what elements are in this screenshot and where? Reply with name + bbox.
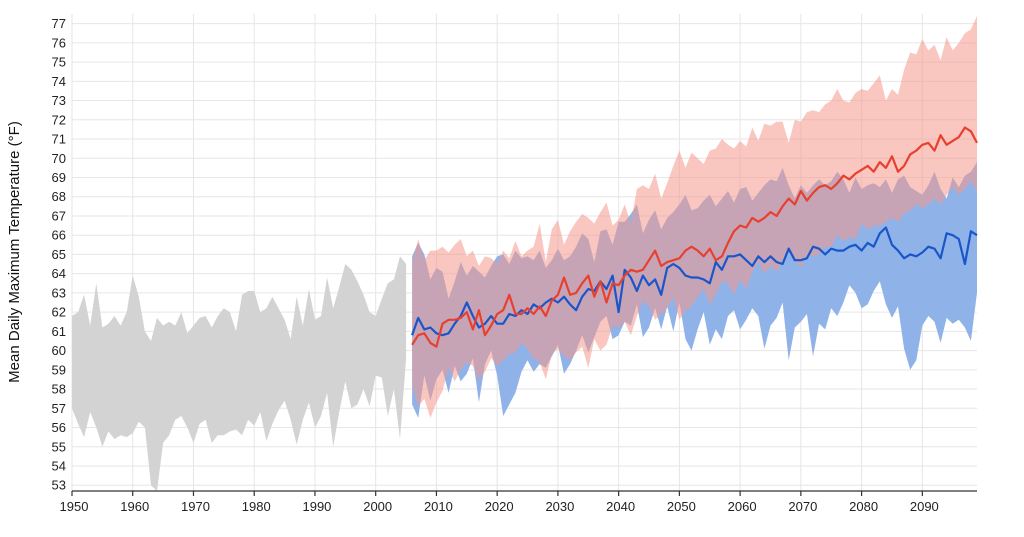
y-tick-label: 70 — [52, 151, 66, 166]
higher-emissions-mean-line — [411, 126, 978, 348]
higher-emissions-band — [412, 15, 978, 418]
x-tick-label: 2020 — [485, 499, 514, 514]
y-tick-label: 62 — [52, 305, 66, 320]
y-tick-label: 76 — [52, 35, 66, 50]
lower-emissions-mean-line — [411, 226, 978, 337]
x-tick-label: 2070 — [788, 499, 817, 514]
x-tick-label: 2080 — [849, 499, 878, 514]
x-tick-label: 2030 — [545, 499, 574, 514]
observed-range-band — [72, 256, 407, 491]
y-axis-label: Mean Daily Maximum Temperature (°F) — [6, 121, 23, 383]
y-tick-label: 63 — [52, 285, 66, 300]
y-tick-label: 67 — [52, 208, 66, 223]
y-tick-label: 54 — [52, 458, 66, 473]
x-tick-label: 1960 — [120, 499, 149, 514]
x-tick-label: 1980 — [242, 499, 271, 514]
y-tick-label: 75 — [52, 55, 66, 70]
y-tick-label: 73 — [52, 93, 66, 108]
y-tick-label: 56 — [52, 420, 66, 435]
y-tick-label: 77 — [52, 16, 66, 31]
x-tick-label: 2090 — [910, 499, 939, 514]
x-tick-label: 1990 — [302, 499, 331, 514]
y-tick-label: 65 — [52, 247, 66, 262]
y-tick-label: 57 — [52, 401, 66, 416]
y-tick-label: 53 — [52, 478, 66, 493]
y-tick-label: 55 — [52, 439, 66, 454]
y-tick-label: 58 — [52, 382, 66, 397]
axes: 53 54 55 56 57 58 59 60 61 62 63 64 65 66 67 68 69 70 71 72… — [52, 16, 977, 514]
x-tick-label: 1970 — [181, 499, 210, 514]
x-tick-label: 2010 — [424, 499, 453, 514]
y-tick-label: 61 — [52, 324, 66, 339]
x-tick-label: 1950 — [60, 499, 89, 514]
y-tick-label: 68 — [52, 189, 66, 204]
x-tick-label: 2040 — [606, 499, 635, 514]
y-tick-label: 74 — [52, 74, 66, 89]
y-tick-label: 59 — [52, 362, 66, 377]
y-tick-label: 71 — [52, 132, 66, 147]
x-tick-label: 2060 — [728, 499, 757, 514]
y-tick-label: 72 — [52, 112, 66, 127]
x-tick-label: 2000 — [363, 499, 392, 514]
mean-lines — [411, 126, 978, 348]
y-tick-label: 64 — [52, 266, 66, 281]
y-tick-label: 60 — [52, 343, 66, 358]
y-tick-label: 69 — [52, 170, 66, 185]
y-tick-label: 66 — [52, 228, 66, 243]
x-tick-label: 2050 — [667, 499, 696, 514]
range-bands — [72, 15, 978, 491]
